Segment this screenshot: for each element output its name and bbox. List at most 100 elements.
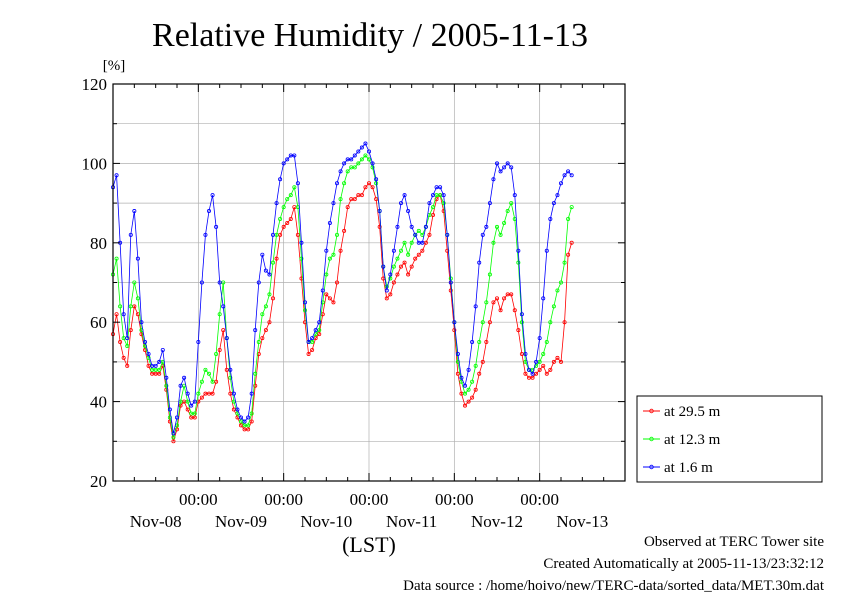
- data-point: [253, 328, 258, 333]
- x-tick-label-date: Nov-12: [471, 512, 523, 531]
- y-tick-label: 80: [90, 234, 107, 253]
- data-point: [470, 340, 475, 345]
- series-1: [111, 153, 574, 440]
- data-point: [480, 359, 485, 364]
- data-point: [288, 193, 293, 198]
- x-tick-label-date: Nov-13: [556, 512, 608, 531]
- data-point: [398, 201, 403, 206]
- data-point: [523, 371, 528, 376]
- series-2: [111, 141, 574, 436]
- data-point: [256, 340, 261, 345]
- data-point: [160, 347, 165, 352]
- data-point: [413, 232, 418, 237]
- data-point: [395, 224, 400, 229]
- data-point: [491, 240, 496, 245]
- data-point: [356, 149, 361, 154]
- data-point: [445, 232, 450, 237]
- data-point: [494, 161, 499, 166]
- data-point: [477, 260, 482, 265]
- data-point: [473, 387, 478, 392]
- data-point: [423, 224, 428, 229]
- data-point: [331, 201, 336, 206]
- data-point: [551, 201, 556, 206]
- data-point: [352, 165, 357, 170]
- data-point: [569, 173, 574, 178]
- series-layer: [111, 141, 574, 444]
- data-point: [167, 407, 172, 412]
- data-point: [214, 351, 219, 356]
- data-point: [132, 209, 137, 214]
- data-point: [391, 248, 396, 253]
- data-point: [281, 161, 286, 166]
- data-point: [203, 232, 208, 237]
- data-point: [210, 391, 215, 396]
- series-0: [111, 181, 574, 444]
- data-point: [132, 280, 137, 285]
- data-point: [334, 232, 339, 237]
- data-point: [206, 371, 211, 376]
- data-point: [484, 300, 489, 305]
- data-point: [562, 173, 567, 178]
- x-tick-label-date: Nov-08: [130, 512, 182, 531]
- data-point: [139, 332, 144, 337]
- data-point: [128, 232, 133, 237]
- data-point: [548, 320, 553, 325]
- data-point: [157, 371, 162, 376]
- data-point: [502, 296, 507, 301]
- data-point: [516, 328, 521, 333]
- data-point: [356, 161, 361, 166]
- data-point: [494, 224, 499, 229]
- data-point: [569, 205, 574, 210]
- data-point: [338, 248, 343, 253]
- x-tick-label-time: 00:00: [435, 490, 474, 509]
- data-point: [125, 344, 130, 349]
- data-point: [342, 181, 347, 186]
- data-point: [416, 252, 421, 257]
- data-point: [359, 157, 364, 162]
- data-point: [128, 304, 133, 309]
- data-point: [402, 240, 407, 245]
- data-point: [384, 296, 389, 301]
- data-point: [374, 177, 379, 182]
- data-point: [544, 248, 549, 253]
- data-point: [537, 336, 542, 341]
- data-point: [342, 161, 347, 166]
- data-point: [199, 379, 204, 384]
- data-point: [406, 272, 411, 277]
- data-point: [530, 375, 535, 380]
- data-point: [555, 193, 560, 198]
- data-point: [402, 260, 407, 265]
- data-point: [505, 161, 510, 166]
- data-point: [448, 288, 453, 293]
- y-tick-label: 60: [90, 313, 107, 332]
- data-point: [352, 197, 357, 202]
- x-tick-label-time: 00:00: [264, 490, 303, 509]
- data-point: [121, 355, 126, 360]
- data-point: [566, 169, 571, 174]
- data-point: [480, 232, 485, 237]
- data-point: [139, 320, 144, 325]
- data-point: [114, 312, 119, 317]
- data-point: [285, 157, 290, 162]
- legend-label: at 1.6 m: [664, 460, 713, 476]
- data-point: [246, 423, 251, 428]
- data-point: [224, 336, 229, 341]
- data-point: [157, 367, 162, 372]
- data-point: [477, 340, 482, 345]
- data-point: [221, 328, 226, 333]
- legend-swatch-marker: [649, 464, 654, 470]
- data-point: [285, 197, 290, 202]
- data-point: [295, 181, 300, 186]
- data-point: [142, 340, 147, 345]
- data-point: [487, 201, 492, 206]
- legend: at 29.5 m at 12.3 m at 1.6 m: [636, 395, 823, 483]
- data-point: [480, 320, 485, 325]
- data-point: [519, 312, 524, 317]
- data-point: [370, 161, 375, 166]
- data-point: [487, 320, 492, 325]
- data-point: [391, 280, 396, 285]
- data-point: [260, 312, 265, 317]
- data-point: [182, 375, 187, 380]
- data-point: [118, 340, 123, 345]
